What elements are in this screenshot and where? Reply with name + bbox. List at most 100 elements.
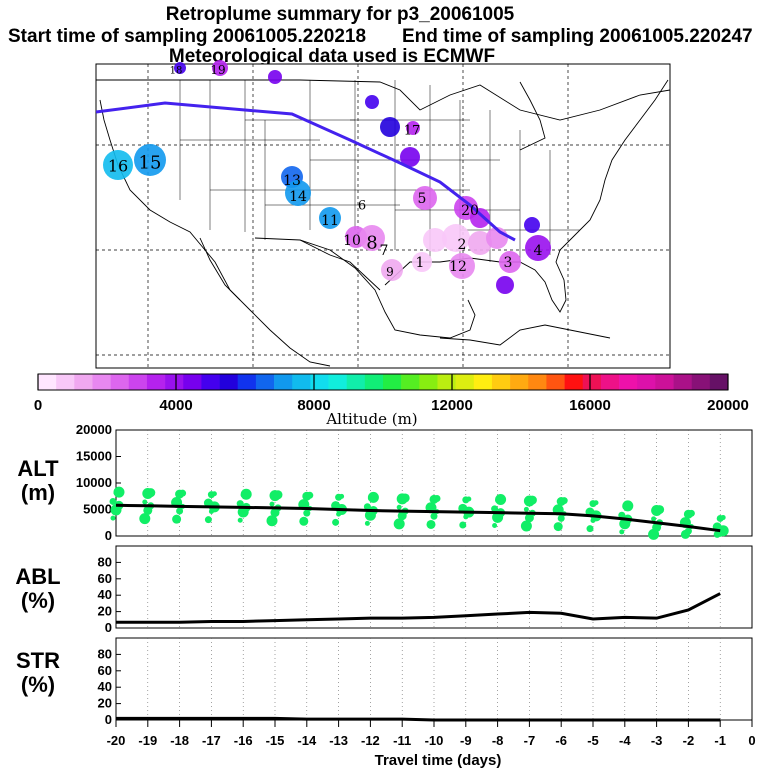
altitude-point (113, 486, 125, 498)
colorbar-tick-label: 16000 (569, 397, 611, 414)
panel-ylabel: STR (16, 648, 60, 673)
trajectory-line (95, 101, 516, 242)
x-tick-label: -5 (587, 733, 599, 748)
plume-cluster (499, 251, 521, 273)
y-tick-label: 40 (98, 679, 112, 694)
altitude-point (651, 516, 657, 522)
plume-day-label: 12 (449, 259, 467, 275)
plume-cluster (468, 231, 492, 255)
colorbar-swatch (128, 374, 148, 390)
x-tick-label: -10 (425, 733, 444, 748)
altitude-point (618, 511, 626, 519)
plume-day-label: 10 (343, 233, 361, 249)
x-tick-label: -13 (329, 733, 348, 748)
colorbar-swatch (437, 374, 456, 390)
y-tick-label: 80 (98, 554, 112, 569)
plume-day-label: 4 (534, 243, 543, 259)
plume-day-label: 1 (416, 255, 425, 271)
altitude-point (146, 488, 156, 498)
colorbar-swatch (691, 374, 711, 390)
start-time-label: Start time of sampling 20061005.220218 (8, 26, 366, 47)
altitude-point (236, 500, 244, 508)
colorbar-swatch (473, 374, 493, 390)
colorbar-tick-label: 12000 (431, 397, 473, 414)
plume-cluster (406, 121, 420, 135)
panel-ylabel-unit: (m) (21, 480, 55, 505)
x-tick-label: -9 (460, 733, 472, 748)
plume-day-label: 15 (139, 152, 162, 173)
altitude-colorbar: 0 4000 8000 12000 16000 20000 (34, 373, 749, 414)
colorbar-swatch (183, 374, 202, 390)
altitude-point (430, 512, 438, 520)
plume-cluster (285, 180, 311, 206)
colorbar-swatch (528, 374, 547, 390)
colorbar-swatch (655, 374, 674, 390)
plume-cluster (365, 95, 379, 109)
altitude-point (306, 491, 314, 499)
altitude-point (110, 515, 116, 521)
map-frame (95, 63, 671, 369)
plume-cluster (319, 207, 341, 229)
altitude-point (491, 505, 499, 513)
plume-cluster (381, 259, 403, 281)
y-tick-label: 0 (105, 528, 112, 543)
series-line (116, 592, 721, 624)
altitude-point (466, 496, 472, 502)
y-tick-label: 40 (98, 587, 112, 602)
altitude-point (459, 521, 467, 529)
plume-day-label: 13 (283, 173, 301, 189)
x-tick-label: -20 (107, 733, 126, 748)
altitude-point (520, 520, 532, 532)
altitude-point (179, 489, 187, 497)
time-series-panels: 05000100001500020000ALT(m)020406080ABL(%… (15, 422, 753, 727)
colorbar-swatch (637, 374, 656, 390)
colorbar-swatch (401, 374, 420, 390)
plume-cluster (212, 60, 228, 76)
plume-day-label: 16 (108, 157, 128, 176)
colorbar-swatch (201, 374, 220, 390)
altitude-point (523, 506, 529, 512)
colorbar-swatch (673, 374, 692, 390)
x-tick-label: -12 (361, 733, 380, 748)
altitude-point (266, 515, 278, 527)
colorbar-tick-label: 4000 (159, 397, 192, 414)
altitude-point (560, 497, 568, 505)
panel-ylabel-unit: (%) (21, 672, 55, 697)
plume-day-label: 3 (504, 255, 513, 271)
y-tick-label: 60 (98, 571, 112, 586)
x-tick-label: -3 (651, 733, 663, 748)
altitude-point (109, 497, 117, 505)
colorbar-swatch (310, 374, 329, 390)
x-tick-label: -11 (393, 733, 411, 748)
altitude-point (172, 514, 182, 524)
altitude-point (142, 499, 148, 505)
altitude-point (492, 523, 498, 529)
y-tick-label: 60 (98, 663, 112, 678)
plume-cluster (423, 228, 447, 252)
y-tick-label: 20 (98, 604, 112, 619)
altitude-point (527, 495, 537, 505)
y-tick-label: 20000 (76, 422, 112, 437)
colorbar-swatch (74, 374, 93, 390)
panel-ylabel-unit: (%) (21, 588, 55, 613)
plume-day-label: 20 (461, 203, 479, 219)
figure-title: Retroplume summary for p3_20061005 (166, 4, 515, 25)
colorbar-swatch (237, 374, 257, 390)
plume-cluster (496, 276, 514, 294)
plume-cluster (413, 186, 437, 210)
colorbar-tick-label: 8000 (297, 397, 330, 414)
plume-cluster (470, 208, 490, 228)
plume-day-label: 7 (380, 243, 389, 259)
colorbar-swatch (510, 374, 529, 390)
altitude-point (557, 514, 565, 522)
plume-cluster (359, 225, 385, 251)
altitude-point (426, 519, 436, 529)
colorbar-tick-label: 0 (34, 397, 42, 414)
colorbar-swatch (56, 374, 75, 390)
altitude-point (400, 493, 410, 503)
colorbar-swatch (364, 374, 384, 390)
altitude-point (687, 509, 695, 517)
y-tick-label: 10000 (76, 475, 112, 490)
